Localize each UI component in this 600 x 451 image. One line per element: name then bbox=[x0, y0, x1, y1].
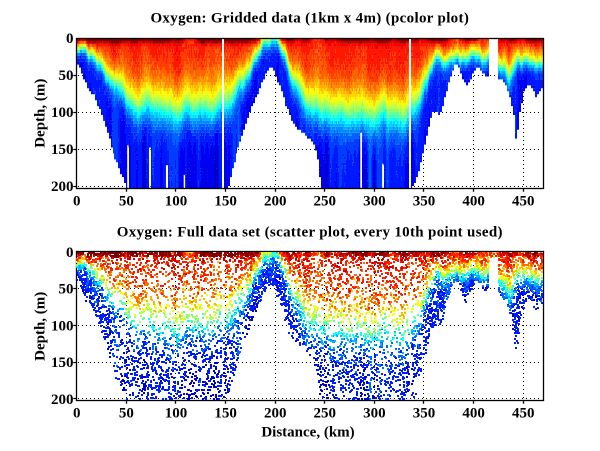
svg-text:50: 50 bbox=[59, 282, 74, 298]
svg-text:200: 200 bbox=[264, 193, 287, 209]
svg-text:50: 50 bbox=[119, 193, 134, 209]
svg-text:50: 50 bbox=[59, 68, 74, 84]
svg-text:50: 50 bbox=[119, 406, 134, 422]
svg-text:200: 200 bbox=[51, 179, 74, 195]
svg-text:Depth, (m): Depth, (m) bbox=[33, 79, 49, 148]
svg-text:100: 100 bbox=[51, 105, 74, 121]
svg-text:0: 0 bbox=[73, 193, 81, 209]
svg-text:100: 100 bbox=[165, 193, 188, 209]
svg-text:Oxygen: Full data set (scatter: Oxygen: Full data set (scatter plot, eve… bbox=[117, 225, 503, 241]
svg-text:400: 400 bbox=[462, 193, 485, 209]
svg-text:300: 300 bbox=[363, 406, 386, 422]
svg-text:450: 450 bbox=[512, 406, 535, 422]
svg-text:350: 350 bbox=[413, 193, 436, 209]
svg-text:400: 400 bbox=[462, 406, 485, 422]
svg-text:250: 250 bbox=[314, 193, 337, 209]
svg-text:0: 0 bbox=[73, 406, 81, 422]
svg-text:100: 100 bbox=[165, 406, 188, 422]
svg-text:Distance, (km): Distance, (km) bbox=[261, 424, 354, 440]
svg-text:0: 0 bbox=[66, 31, 74, 47]
svg-text:450: 450 bbox=[512, 193, 535, 209]
svg-text:0: 0 bbox=[66, 245, 74, 261]
svg-text:200: 200 bbox=[51, 392, 74, 408]
svg-text:150: 150 bbox=[51, 142, 74, 158]
svg-text:200: 200 bbox=[264, 406, 287, 422]
svg-text:150: 150 bbox=[214, 406, 237, 422]
svg-text:150: 150 bbox=[51, 355, 74, 371]
svg-text:Depth, (m): Depth, (m) bbox=[33, 292, 49, 361]
svg-text:Oxygen: Gridded data (1km x 4m: Oxygen: Gridded data (1km x 4m) (pcolor … bbox=[150, 10, 469, 26]
svg-text:350: 350 bbox=[413, 406, 436, 422]
svg-text:300: 300 bbox=[363, 193, 386, 209]
svg-text:100: 100 bbox=[51, 318, 74, 334]
svg-text:150: 150 bbox=[214, 193, 237, 209]
svg-text:250: 250 bbox=[314, 406, 337, 422]
